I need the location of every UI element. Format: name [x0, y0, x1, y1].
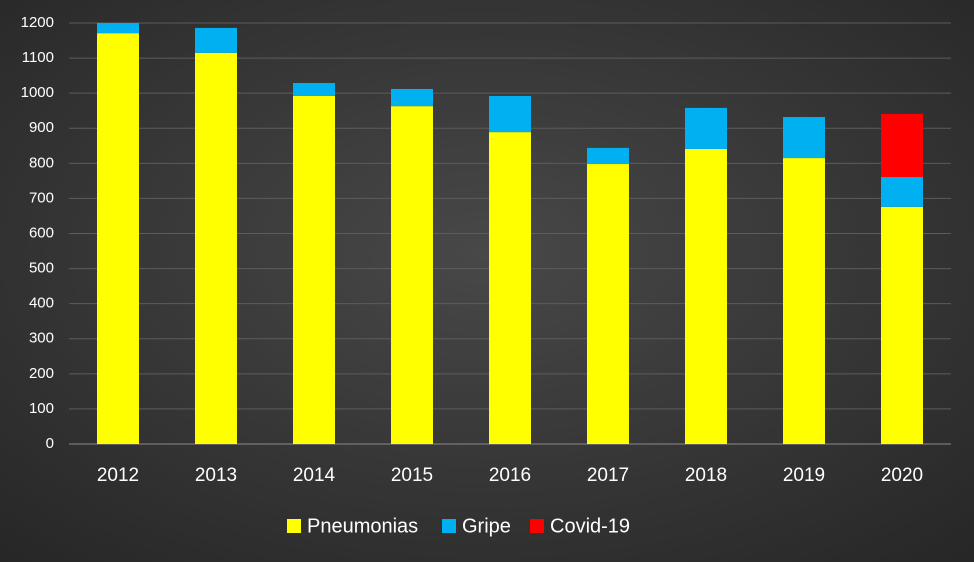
y-tick-label: 0 — [46, 435, 54, 452]
bar-segment — [685, 107, 727, 149]
bar-segment — [293, 95, 335, 445]
legend-swatch — [530, 519, 544, 533]
y-tick-label: 300 — [29, 330, 54, 347]
bar-segment — [391, 88, 433, 107]
bar-segment — [881, 177, 923, 207]
y-tick-label: 800 — [29, 154, 54, 171]
legend-label: Pneumonias — [307, 515, 418, 537]
y-tick-label: 1000 — [21, 84, 54, 101]
bar-segment — [685, 148, 727, 445]
bar-segment — [391, 106, 433, 445]
x-tick-label: 2017 — [587, 465, 629, 486]
x-tick-label: 2020 — [881, 465, 923, 486]
x-tick-label: 2018 — [685, 465, 727, 486]
legend-label: Gripe — [462, 515, 511, 537]
y-tick-label: 1200 — [21, 14, 54, 31]
bar-segment — [195, 27, 237, 53]
bar-segment — [881, 113, 923, 178]
x-tick-label: 2016 — [489, 465, 531, 486]
legend-swatch — [442, 519, 456, 533]
bar-segment — [783, 158, 825, 444]
x-tick-label: 2019 — [783, 465, 825, 486]
y-tick-label: 900 — [29, 119, 54, 136]
y-tick-label: 600 — [29, 224, 54, 241]
bar-segment — [587, 147, 629, 165]
x-tick-label: 2013 — [195, 465, 237, 486]
bar-segment — [489, 132, 531, 444]
bar-segment — [97, 23, 139, 34]
y-tick-label: 1100 — [22, 49, 54, 66]
legend-label: Covid-19 — [550, 515, 630, 537]
bar-segment — [489, 95, 531, 133]
bar-segment — [97, 33, 139, 445]
y-tick-label: 700 — [29, 189, 54, 206]
bar-segment — [293, 82, 335, 96]
bar-segment — [587, 164, 629, 444]
y-tick-label: 500 — [29, 260, 54, 277]
x-tick-label: 2015 — [391, 465, 433, 486]
y-tick-label: 200 — [29, 365, 54, 382]
bar-segment — [195, 52, 237, 445]
bar-segment — [881, 206, 923, 444]
x-tick-label: 2012 — [97, 465, 139, 486]
x-tick-label: 2014 — [293, 465, 336, 486]
legend-swatch — [287, 519, 301, 533]
y-tick-label: 400 — [29, 295, 54, 312]
bar-segment — [783, 117, 825, 159]
y-tick-label: 100 — [29, 400, 54, 417]
